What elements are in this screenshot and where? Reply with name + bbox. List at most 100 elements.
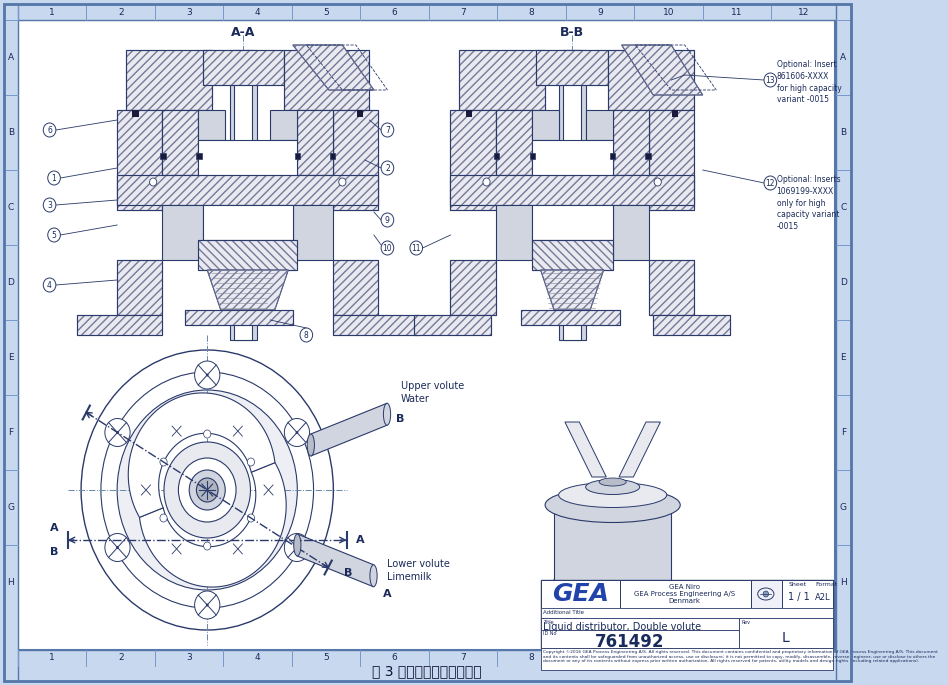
Bar (334, 315, 419, 335)
Bar (185, 310, 293, 325)
Text: 5: 5 (323, 653, 329, 662)
Bar (118, 260, 162, 315)
Text: Optional: Inserts
1069199-XXXX
only for high
capacity variant
-0015: Optional: Inserts 1069199-XXXX only for … (776, 175, 840, 232)
Text: A: A (356, 535, 365, 545)
Text: 2: 2 (385, 164, 390, 173)
Circle shape (105, 419, 130, 447)
Circle shape (764, 73, 776, 87)
Bar (648, 260, 694, 315)
Circle shape (170, 423, 184, 439)
Circle shape (284, 534, 310, 562)
Bar (118, 175, 378, 205)
Text: 10: 10 (663, 653, 674, 662)
Bar (612, 110, 648, 175)
Circle shape (483, 178, 490, 186)
Polygon shape (128, 393, 275, 517)
Text: 2: 2 (118, 8, 123, 16)
Text: B: B (396, 414, 405, 424)
Bar (532, 205, 612, 240)
Text: L: L (782, 631, 790, 645)
Bar (648, 110, 694, 210)
Circle shape (204, 430, 210, 438)
Bar (334, 260, 378, 315)
Text: 12: 12 (797, 653, 809, 662)
Bar (4, 650, 850, 681)
Bar (414, 315, 491, 335)
Circle shape (284, 419, 310, 447)
Circle shape (654, 178, 662, 186)
Text: E: E (8, 353, 13, 362)
Bar (203, 205, 293, 240)
Circle shape (763, 591, 769, 597)
Polygon shape (619, 422, 661, 477)
Polygon shape (208, 270, 288, 310)
Bar (612, 110, 648, 175)
Circle shape (230, 423, 246, 439)
Bar (330, 153, 336, 159)
Bar (620, 580, 751, 608)
Circle shape (105, 534, 130, 562)
Bar (540, 580, 620, 608)
Text: 11: 11 (731, 8, 742, 16)
Circle shape (262, 482, 276, 498)
Circle shape (190, 470, 226, 510)
Text: 3: 3 (47, 201, 52, 210)
Bar (496, 205, 532, 260)
Text: Additional Title: Additional Title (543, 610, 584, 616)
Circle shape (206, 603, 209, 606)
Text: 8: 8 (304, 330, 309, 340)
Bar (494, 153, 500, 159)
Text: Title: Title (543, 620, 554, 625)
Circle shape (296, 546, 299, 549)
Bar (162, 205, 203, 260)
Text: 3: 3 (187, 653, 192, 662)
Bar (586, 110, 612, 140)
Text: B: B (840, 128, 847, 137)
Circle shape (137, 412, 278, 568)
Bar (554, 505, 671, 590)
Bar (540, 648, 832, 670)
Ellipse shape (558, 482, 666, 508)
Bar (520, 310, 620, 325)
Text: 5: 5 (51, 230, 57, 240)
Bar (536, 50, 609, 85)
Bar (496, 110, 532, 175)
Text: A: A (840, 53, 847, 62)
Text: 13: 13 (766, 75, 775, 84)
Circle shape (47, 171, 61, 185)
Text: H: H (8, 578, 14, 587)
Bar (540, 608, 832, 618)
Text: 2: 2 (118, 653, 123, 662)
Circle shape (206, 373, 209, 377)
Circle shape (82, 350, 334, 630)
Polygon shape (298, 534, 374, 587)
Text: GEA: GEA (552, 582, 609, 606)
Circle shape (381, 241, 393, 255)
Text: 9: 9 (597, 653, 603, 662)
Bar (460, 50, 545, 110)
Bar (118, 110, 162, 210)
Text: 4: 4 (255, 8, 261, 16)
Bar (295, 153, 300, 159)
Ellipse shape (545, 573, 681, 608)
Bar (198, 240, 298, 270)
Circle shape (160, 514, 167, 522)
Bar (532, 140, 612, 180)
Text: 8: 8 (529, 653, 535, 662)
Circle shape (170, 541, 184, 557)
Text: Upper volute
Water: Upper volute Water (401, 381, 464, 404)
Bar (648, 110, 694, 210)
Circle shape (204, 542, 210, 550)
Text: 4: 4 (255, 653, 261, 662)
Bar (532, 110, 558, 140)
Bar (162, 110, 198, 175)
Bar (118, 175, 378, 205)
Text: 9: 9 (597, 8, 603, 16)
Bar (653, 315, 730, 335)
Bar (196, 153, 202, 159)
Ellipse shape (545, 488, 681, 523)
Text: D: D (8, 278, 14, 287)
Bar (198, 140, 298, 180)
Circle shape (381, 161, 393, 175)
Bar (203, 50, 283, 85)
